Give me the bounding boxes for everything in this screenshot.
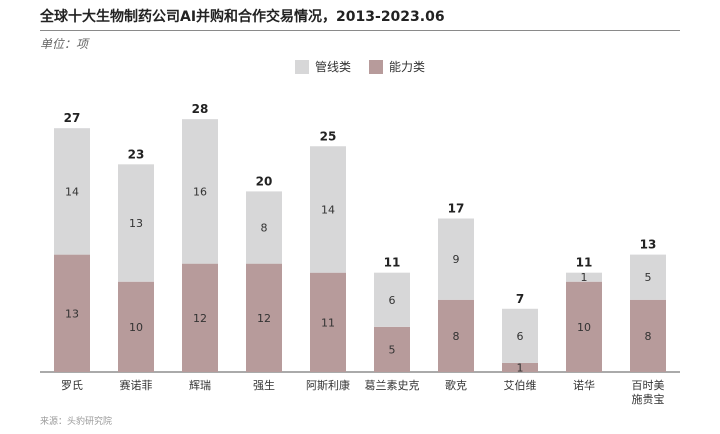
bar-segment-capability — [374, 326, 410, 372]
total-label: 17 — [448, 201, 465, 215]
total-label: 7 — [516, 292, 524, 306]
data-label: 5 — [645, 271, 652, 284]
data-label: 14 — [65, 185, 79, 198]
total-label: 11 — [576, 256, 593, 270]
category-label: 阿斯利康 — [306, 378, 350, 392]
data-label: 14 — [321, 203, 335, 216]
data-label: 12 — [257, 312, 271, 325]
legend-swatch-pipeline — [294, 59, 309, 74]
total-label: 27 — [64, 111, 81, 125]
data-label: 8 — [645, 330, 652, 343]
data-label: 8 — [261, 222, 268, 235]
legend-label-capability: 能力类 — [389, 60, 426, 74]
bar-segment-pipeline — [374, 272, 410, 327]
bar-segment-pipeline — [118, 164, 154, 282]
data-label: 6 — [389, 294, 396, 307]
bar-segment-capability — [502, 362, 538, 372]
data-label: 13 — [129, 217, 143, 230]
bar-segment-capability — [118, 281, 154, 372]
bar-segment-capability — [182, 263, 218, 372]
legend-item-pipeline: 管线类 — [294, 58, 351, 75]
bar-segment-pipeline — [182, 119, 218, 264]
bar-segment-capability — [566, 281, 602, 372]
bar-segment-pipeline — [54, 128, 90, 255]
data-label: 16 — [193, 185, 207, 198]
data-label: 8 — [453, 330, 460, 343]
legend: 管线类 能力类 — [0, 58, 720, 75]
bar-segment-pipeline — [310, 146, 346, 273]
data-label: 12 — [193, 312, 207, 325]
legend-label-pipeline: 管线类 — [314, 60, 351, 74]
category-label: 辉瑞 — [189, 378, 211, 392]
data-label: 10 — [129, 321, 143, 334]
data-label: 1 — [517, 361, 524, 374]
bar-segment-pipeline — [502, 308, 538, 363]
data-label: 13 — [65, 307, 79, 320]
data-label: 10 — [577, 321, 591, 334]
bar-segment-pipeline — [438, 218, 474, 300]
total-label: 13 — [640, 238, 657, 252]
bar-segment-capability — [54, 254, 90, 372]
category-label: 百时美施贵宝 — [632, 379, 665, 406]
bar-segment-capability — [438, 299, 474, 372]
category-label: 赛诺菲 — [120, 378, 153, 392]
data-label: 9 — [453, 253, 460, 266]
bar-segment-pipeline — [246, 191, 282, 264]
bar-segment-capability — [246, 263, 282, 372]
category-label: 葛兰素史克 — [365, 379, 420, 392]
chart-title: 全球十大生物制药公司AI并购和合作交易情况，2013-2023.06 — [40, 9, 445, 25]
data-label: 5 — [389, 343, 396, 356]
category-label: 歌克 — [445, 378, 467, 392]
category-label: 强生 — [253, 378, 275, 392]
bar-segment-pipeline — [630, 254, 666, 300]
total-label: 20 — [256, 174, 273, 188]
data-label: 1 — [581, 271, 588, 284]
title-divider — [40, 30, 680, 31]
bar-segment-capability — [310, 272, 346, 372]
data-label: 11 — [321, 316, 335, 329]
bar-segment-capability — [630, 299, 666, 372]
total-label: 28 — [192, 102, 209, 116]
bar-segment-pipeline — [566, 272, 602, 282]
total-label: 25 — [320, 129, 337, 143]
total-label: 11 — [384, 256, 401, 270]
unit-label: 单位：项 — [40, 37, 89, 51]
legend-item-capability: 能力类 — [369, 58, 425, 75]
total-label: 23 — [128, 147, 145, 161]
source-note: 来源：头豹研究院 — [40, 417, 113, 427]
legend-swatch-capability — [369, 59, 383, 74]
data-label: 6 — [517, 330, 524, 343]
category-label: 诺华 — [573, 378, 595, 392]
category-label: 罗氏 — [61, 379, 83, 392]
category-label: 艾伯维 — [504, 378, 537, 392]
